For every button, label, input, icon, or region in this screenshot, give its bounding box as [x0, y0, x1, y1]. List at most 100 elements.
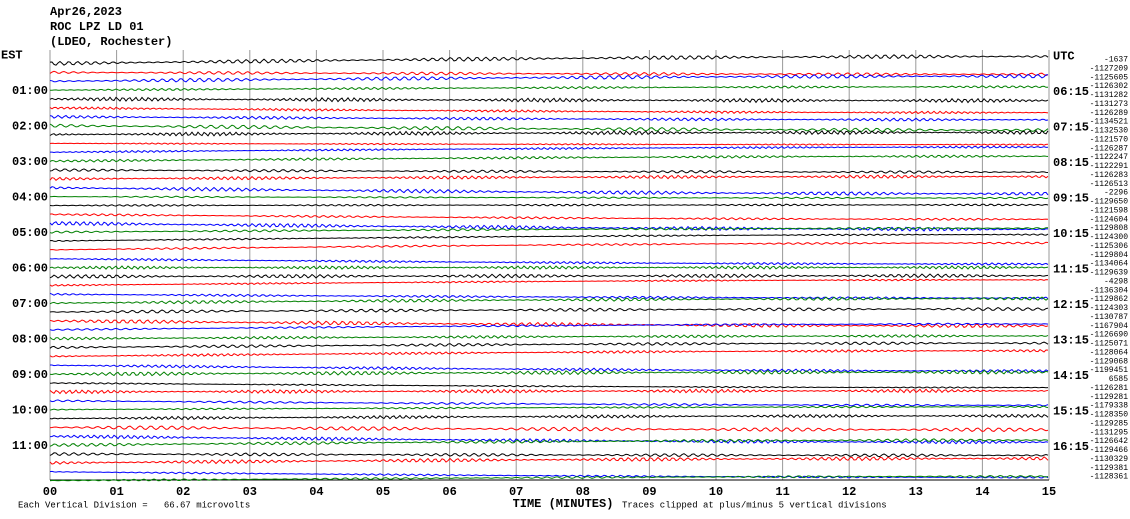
utc-label: 09:15 [1053, 192, 1089, 206]
trace-value: -1129862 [1090, 295, 1129, 304]
utc-label: 13:15 [1053, 334, 1089, 348]
trace [49, 96, 1049, 104]
trace-value: -1124300 [1090, 233, 1129, 242]
trace [49, 474, 1049, 482]
trace [49, 129, 1049, 137]
trace [50, 364, 1049, 373]
trace [49, 106, 1049, 115]
est-label: 04:00 [12, 191, 48, 205]
trace-value: -1637 [1104, 56, 1128, 65]
trace-value: -1131273 [1090, 100, 1129, 109]
trace [49, 452, 1049, 458]
header-network: (LDEO, Rochester) [50, 35, 172, 49]
trace [49, 348, 1049, 358]
trace-value: 6585 [1109, 375, 1128, 384]
trace [49, 273, 1049, 279]
trace [49, 388, 1049, 395]
trace [49, 226, 1048, 234]
trace-value: -1129381 [1090, 464, 1129, 473]
est-label: 08:00 [12, 333, 48, 347]
trace-value: -1126287 [1090, 144, 1129, 153]
x-tick-label: 15 [1042, 485, 1056, 499]
trace-value: -1128350 [1090, 411, 1129, 420]
trace-value: -1126513 [1090, 180, 1129, 189]
trace [49, 213, 1049, 221]
trace-value: -1125605 [1090, 73, 1129, 82]
est-label: 11:00 [12, 439, 48, 453]
trace-value: -1121598 [1090, 206, 1129, 215]
utc-label: UTC [1053, 50, 1075, 64]
x-tick-label: 00 [43, 485, 57, 499]
footer-right: Traces clipped at plus/minus 5 vertical … [622, 500, 887, 510]
trace [49, 85, 1048, 92]
trace-value: -2296 [1104, 189, 1128, 198]
x-tick-label: 05 [376, 485, 390, 499]
trace [49, 186, 1049, 196]
trace-value: -1128064 [1090, 348, 1129, 357]
x-axis-label: TIME (MINUTES) [513, 497, 614, 511]
trace-value: -1129650 [1090, 198, 1129, 207]
trace [49, 425, 1049, 433]
trace [49, 142, 1049, 146]
x-tick-label: 06 [442, 485, 456, 499]
trace-value: -1134064 [1090, 260, 1129, 269]
trace-value: -1129808 [1090, 224, 1129, 233]
x-tick-label: 09 [642, 485, 656, 499]
trace-value: -1127209 [1090, 64, 1129, 73]
trace [49, 292, 1049, 300]
footer-left: Each Vertical Division = 66.67 microvolt… [18, 500, 250, 510]
est-label: 09:00 [12, 368, 48, 382]
trace [49, 278, 1049, 287]
header-station: ROC LPZ LD 01 [50, 20, 144, 34]
utc-label: 12:15 [1053, 298, 1089, 312]
trace-value: -1199451 [1090, 366, 1129, 375]
est-label: EST [1, 49, 23, 63]
trace [49, 168, 1049, 174]
trace-value: -1126283 [1090, 171, 1129, 180]
trace-value: -1131295 [1090, 428, 1129, 437]
trace-value: -1125071 [1090, 340, 1129, 349]
x-tick-label: 03 [243, 485, 257, 499]
trace-value: -1136304 [1090, 286, 1129, 295]
est-label: 01:00 [12, 84, 48, 98]
trace-value: -1126302 [1090, 82, 1129, 91]
header-date: Apr26,2023 [50, 5, 122, 19]
trace [49, 221, 1049, 232]
trace [49, 195, 1049, 200]
trace-value: -1126642 [1090, 437, 1129, 446]
trace [49, 322, 1049, 331]
trace [49, 334, 1049, 341]
trace-value: -1129068 [1090, 357, 1129, 366]
trace-value: -1130329 [1090, 455, 1129, 464]
trace [49, 405, 1049, 411]
trace [49, 382, 1049, 389]
trace-value: -1124604 [1090, 215, 1129, 224]
utc-label: 07:15 [1053, 121, 1089, 135]
trace [49, 174, 1049, 181]
est-label: 05:00 [12, 226, 48, 240]
trace [49, 123, 1049, 133]
x-tick-label: 01 [109, 485, 123, 499]
trace-value: -1129466 [1090, 446, 1129, 455]
utc-label: 06:15 [1053, 85, 1089, 99]
est-label: 06:00 [12, 262, 48, 276]
est-label: 02:00 [12, 120, 48, 134]
trace-value: -1129639 [1090, 269, 1129, 278]
utc-label: 15:15 [1053, 405, 1089, 419]
est-label: 03:00 [12, 155, 48, 169]
trace [49, 233, 1049, 242]
trace [49, 296, 1049, 305]
x-tick-label: 11 [775, 485, 789, 499]
trace [49, 341, 1049, 350]
trace-value: -1129281 [1090, 393, 1129, 402]
x-tick-label: 14 [975, 485, 989, 499]
trace-value: -1167904 [1090, 322, 1129, 331]
trace [49, 470, 1049, 479]
utc-label: 16:15 [1053, 440, 1089, 454]
x-tick-label: 13 [909, 485, 923, 499]
trace [49, 307, 1049, 314]
utc-label: 08:15 [1053, 156, 1089, 170]
trace [49, 241, 1049, 251]
trace-value: -1126289 [1090, 109, 1129, 118]
trace [49, 265, 1049, 270]
